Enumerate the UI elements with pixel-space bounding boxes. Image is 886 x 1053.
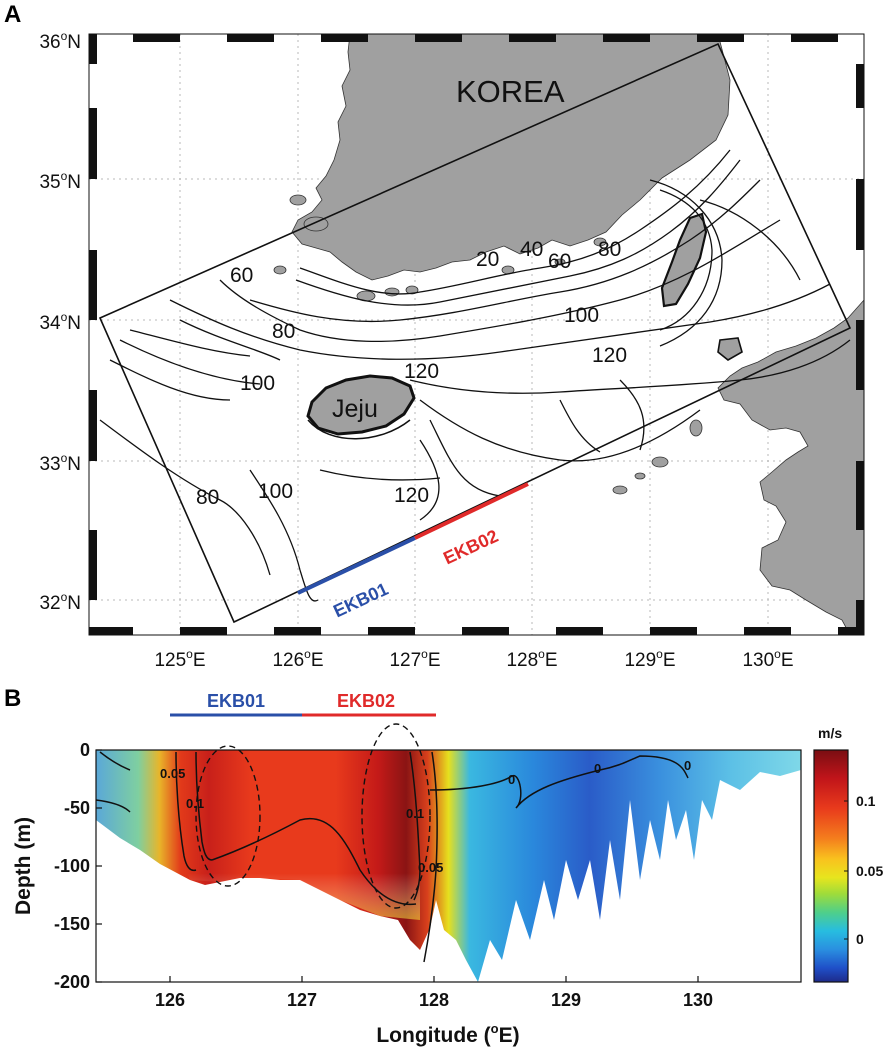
contour-labels: 20 40 60 80 60 80 100 120 100 120 80 100… xyxy=(196,238,627,509)
contour-label: 120 xyxy=(404,360,439,383)
header-label-ekb02: EKB02 xyxy=(337,691,395,711)
model-domain-boundary xyxy=(98,42,852,624)
lat-label: 36oN xyxy=(39,29,81,53)
y-axis-title: Depth (m) xyxy=(12,817,35,915)
panel-a-letter: A xyxy=(4,1,21,28)
colorbar-ticks xyxy=(844,800,848,940)
map-frame xyxy=(88,33,865,636)
y-tick-label: -150 xyxy=(54,914,90,934)
korea-landmass xyxy=(291,33,731,281)
x-tick-label: 130 xyxy=(683,990,713,1010)
contour-label: 80 xyxy=(272,320,295,343)
contour-label: 60 xyxy=(548,250,571,273)
contour-label: 100 xyxy=(258,480,293,503)
colorbar-tick-label: 0.1 xyxy=(856,793,876,809)
x-axis-title: Longitude (oE) xyxy=(376,1021,519,1047)
contour-label: 0.1 xyxy=(406,806,424,821)
contour-label: 120 xyxy=(394,484,429,507)
lon-label: 128oE xyxy=(506,647,557,671)
core-ellipse-ekb01 xyxy=(195,745,261,887)
contour-label: 0 xyxy=(508,772,515,787)
y-axis xyxy=(96,749,102,983)
x-axis xyxy=(169,976,699,982)
y-tick-labels: 0 -50 -100 -150 -200 xyxy=(54,740,90,992)
x-tick-label: 126 xyxy=(155,990,185,1010)
x-tick-labels: 126 127 128 129 130 xyxy=(155,990,713,1010)
panel-b-letter: B xyxy=(4,685,21,712)
contour-label: 20 xyxy=(476,248,499,271)
contour-label: 0 xyxy=(684,758,691,773)
lon-label: 130oE xyxy=(742,647,793,671)
contour-label: 100 xyxy=(564,304,599,327)
contour-label: 0 xyxy=(594,761,601,776)
section-contour-labels: 0.05 0.1 0.1 0.05 0 0 0 xyxy=(160,758,691,875)
latitude-labels: 36oN 35oN 34oN 33oN 32oN xyxy=(39,29,81,614)
colorbar-tick-label: 0.05 xyxy=(856,863,883,879)
y-tick-label: -200 xyxy=(54,972,90,992)
section-line-ekb02 xyxy=(414,482,529,540)
jeju-contour-ring xyxy=(307,419,411,440)
section-line-ekb01 xyxy=(297,536,416,595)
x-tick-label: 127 xyxy=(287,990,317,1010)
map-gridlines xyxy=(89,34,864,635)
y-tick-label: -50 xyxy=(64,798,90,818)
y-tick-label: -100 xyxy=(54,856,90,876)
lon-label: 125oE xyxy=(154,647,205,671)
colorbar-title: m/s xyxy=(818,725,842,741)
x-tick-label: 129 xyxy=(551,990,581,1010)
panel-a: A xyxy=(4,1,865,671)
contour-label: 80 xyxy=(196,486,219,509)
contour-label: 0.1 xyxy=(186,796,204,811)
header-label-ekb01: EKB01 xyxy=(207,691,265,711)
lat-label: 34oN xyxy=(39,310,81,334)
contour-label: 100 xyxy=(240,372,275,395)
colorbar xyxy=(813,749,849,983)
iki-island xyxy=(717,337,743,361)
lon-label: 126oE xyxy=(272,647,323,671)
velocity-field xyxy=(96,750,801,982)
contour-label: 40 xyxy=(520,238,543,261)
lon-label: 129oE xyxy=(624,647,675,671)
panel-b: B EKB01 EKB02 xyxy=(4,685,883,1047)
jeju-island xyxy=(306,374,416,436)
korea-label: KOREA xyxy=(456,74,565,109)
contour-label: 0.05 xyxy=(418,860,443,875)
longitude-labels: 125oE 126oE 127oE 128oE 129oE 130oE xyxy=(154,647,793,671)
colorbar-tick-labels: 0.1 0.05 0 xyxy=(856,793,883,947)
lon-label: 127oE xyxy=(389,647,440,671)
section-contours xyxy=(95,751,689,963)
y-tick-label: 0 xyxy=(80,740,90,760)
colorbar-tick-label: 0 xyxy=(856,931,864,947)
x-tick-label: 128 xyxy=(419,990,449,1010)
velocity-field-shading xyxy=(170,816,420,920)
contour-label: 80 xyxy=(598,238,621,261)
lat-label: 32oN xyxy=(39,590,81,614)
kyushu-landmass xyxy=(717,298,865,636)
lat-label: 33oN xyxy=(39,451,81,475)
kyushu-islands xyxy=(612,419,703,495)
contour-label: 60 xyxy=(230,264,253,287)
contour-label: 120 xyxy=(592,344,627,367)
jeju-label: Jeju xyxy=(332,395,378,423)
lat-label: 35oN xyxy=(39,169,81,193)
contour-label: 0.05 xyxy=(160,766,185,781)
core-ellipse-ekb02 xyxy=(361,723,431,909)
bathymetry-contours xyxy=(99,149,851,602)
